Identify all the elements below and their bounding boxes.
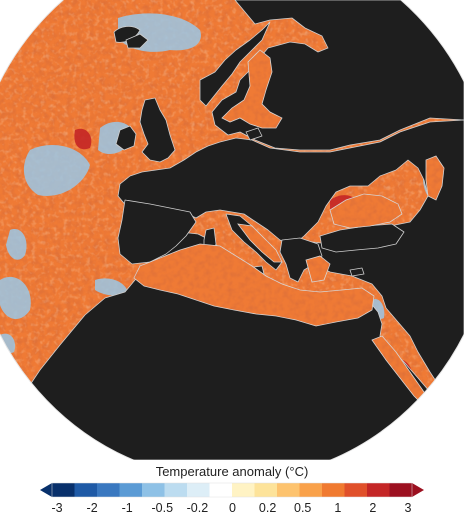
legend-tick-label: -0.5 [151,501,174,515]
legend-swatch [164,483,188,497]
baltic-island [245,127,263,141]
legend-swatch [344,483,368,497]
great-britain [139,97,176,163]
legend-tick-label: 0.2 [258,501,277,515]
legend-swatch [389,483,413,497]
legend-tick-label: -0.2 [186,501,209,515]
legend-tick-label: 1 [334,501,342,515]
temperature-anomaly-map [0,0,464,460]
legend-arrow-high [412,483,424,497]
adriatic-sea-texture [238,224,282,262]
color-legend: Temperature anomaly (°C) -3 -2 -1 -0.5 -0.2 0… [0,458,464,520]
legend-tick-label: -3 [51,501,63,515]
norway-coast [199,21,271,107]
red-sea-texture [372,336,436,412]
legend-tick-label: 0.5 [293,501,312,515]
legend-swatch [322,483,345,497]
mediterranean-sea-texture [134,244,374,326]
legend-swatch [187,483,210,497]
map-canvas [0,0,464,460]
arctic-island [113,26,141,43]
ireland [115,125,137,151]
legend-arrow-low [40,483,52,497]
balkans [279,237,323,283]
legend-swatch [74,483,98,497]
legend-swatch [232,483,255,497]
scandinavia [211,0,464,151]
legend-swatch [299,483,323,497]
legend-swatch [52,483,75,497]
legend-swatch [367,483,390,497]
legend-title: Temperature anomaly (°C) [155,464,309,479]
iceland [125,33,149,49]
caspian-sea-texture [426,156,444,200]
legend-swatch [119,483,143,497]
legend-swatch [97,483,120,497]
legend-tick-label: 3 [404,501,412,515]
globe [0,0,464,460]
color-scale-bar [40,482,424,498]
black-sea-texture [330,194,402,228]
baltic-sea-texture [222,50,282,128]
iberia [117,199,197,265]
legend-tick-label: 0 [229,501,236,515]
aegean-sea-texture [306,256,330,282]
legend-tick-label: -1 [121,501,133,515]
inland-seas-texture [134,50,444,412]
legend-bar-outline [51,482,413,498]
legend-swatch [254,483,278,497]
legend-tick-label: -2 [86,501,98,515]
cyprus [349,267,365,277]
legend-tick-label: 2 [369,501,377,515]
legend-swatch [277,483,300,497]
legend-swatch [142,483,165,497]
legend-swatch [209,483,233,497]
